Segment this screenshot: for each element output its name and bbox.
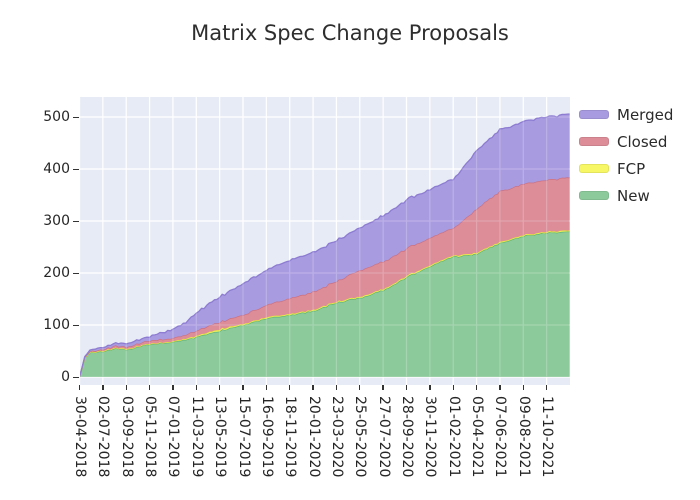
gridlines xyxy=(80,97,570,385)
y-tick-label: 100 xyxy=(43,317,70,333)
x-tick-mark xyxy=(242,385,244,390)
legend-label: Closed xyxy=(617,132,668,151)
y-tick-label: 0 xyxy=(61,369,70,385)
x-tick-mark xyxy=(289,385,291,390)
legend-item-merged: Merged xyxy=(579,101,673,128)
x-tick-mark xyxy=(429,385,431,390)
y-tick-mark xyxy=(73,168,79,170)
series-edge-merged xyxy=(80,113,570,378)
x-tick-mark xyxy=(218,385,221,390)
legend-label: FCP xyxy=(617,159,646,178)
y-tick-mark xyxy=(73,324,79,326)
x-tick-label: 18-11-2019 xyxy=(282,396,299,478)
x-tick-label: 27-07-2020 xyxy=(375,396,392,478)
x-tick-label: 15-07-2019 xyxy=(235,396,252,478)
series-area-closed xyxy=(80,177,570,376)
legend-swatch-merged xyxy=(579,110,609,119)
y-tick-label: 300 xyxy=(43,213,70,229)
chart-title: Matrix Spec Change Proposals xyxy=(191,21,509,45)
y-tick-label: 400 xyxy=(43,161,70,177)
x-tick-mark xyxy=(265,385,268,390)
legend-item-fcp: FCP xyxy=(579,155,673,182)
x-tick-label: 07-06-2021 xyxy=(492,396,509,478)
x-tick-mark xyxy=(125,385,127,390)
x-tick-label: 16-09-2019 xyxy=(258,396,275,478)
y-tick-mark xyxy=(73,116,79,118)
x-tick-mark xyxy=(452,385,454,390)
x-tick-mark xyxy=(359,385,361,390)
y-tick-mark xyxy=(73,376,79,378)
x-tick-label: 02-07-2018 xyxy=(95,396,112,478)
x-tick-label: 11-03-2019 xyxy=(188,396,205,478)
x-tick-label: 28-09-2020 xyxy=(399,396,415,478)
x-tick-mark xyxy=(148,385,151,390)
x-tick-label: 23-03-2020 xyxy=(328,396,345,478)
legend-swatch-new xyxy=(579,191,609,200)
x-tick-mark xyxy=(335,385,338,390)
x-tick-label: 13-05-2019 xyxy=(212,396,229,478)
x-tick-label: 01-02-2021 xyxy=(445,396,462,478)
series-area-merged xyxy=(80,114,570,376)
legend: Merged Closed FCP New xyxy=(579,101,673,209)
x-tick-label: 03-09-2018 xyxy=(118,396,135,478)
y-tick-mark xyxy=(73,272,79,274)
x-tick-mark xyxy=(475,385,478,390)
x-tick-mark xyxy=(499,385,501,390)
legend-swatch-closed xyxy=(579,137,609,146)
x-tick-mark xyxy=(545,385,548,390)
x-tick-label: 25-05-2020 xyxy=(352,396,369,478)
legend-swatch-fcp xyxy=(579,164,609,173)
y-tick-label: 200 xyxy=(43,265,70,281)
plot-area xyxy=(80,97,570,385)
x-tick-label: 05-04-2021 xyxy=(469,396,486,478)
x-tick-label: 30-11-2020 xyxy=(422,396,439,478)
x-tick-mark xyxy=(102,385,104,390)
x-tick-mark xyxy=(382,385,384,390)
x-tick-label: 09-08-2021 xyxy=(515,396,532,478)
x-tick-label: 20-01-2020 xyxy=(305,396,322,478)
x-tick-label: 11-10-2021 xyxy=(539,396,556,478)
x-tick-mark xyxy=(522,385,524,390)
legend-item-closed: Closed xyxy=(579,128,673,155)
legend-label: Merged xyxy=(617,105,674,124)
series-area-new xyxy=(80,231,570,377)
x-tick-label: 30-04-2018 xyxy=(72,396,88,478)
x-tick-label: 07-01-2019 xyxy=(165,396,182,478)
x-tick-mark xyxy=(312,385,314,390)
x-tick-label: 05-11-2018 xyxy=(142,396,159,478)
y-tick-mark xyxy=(73,220,79,222)
legend-label: New xyxy=(617,186,650,205)
x-tick: 11-10-2021 xyxy=(539,392,635,477)
stacked-area-chart xyxy=(80,97,570,385)
y-tick-label: 500 xyxy=(43,109,70,125)
legend-item-new: New xyxy=(579,182,673,209)
x-tick-mark xyxy=(405,385,408,390)
x-tick-mark xyxy=(195,385,197,390)
x-tick-mark xyxy=(172,385,174,390)
x-tick-mark xyxy=(78,385,81,390)
